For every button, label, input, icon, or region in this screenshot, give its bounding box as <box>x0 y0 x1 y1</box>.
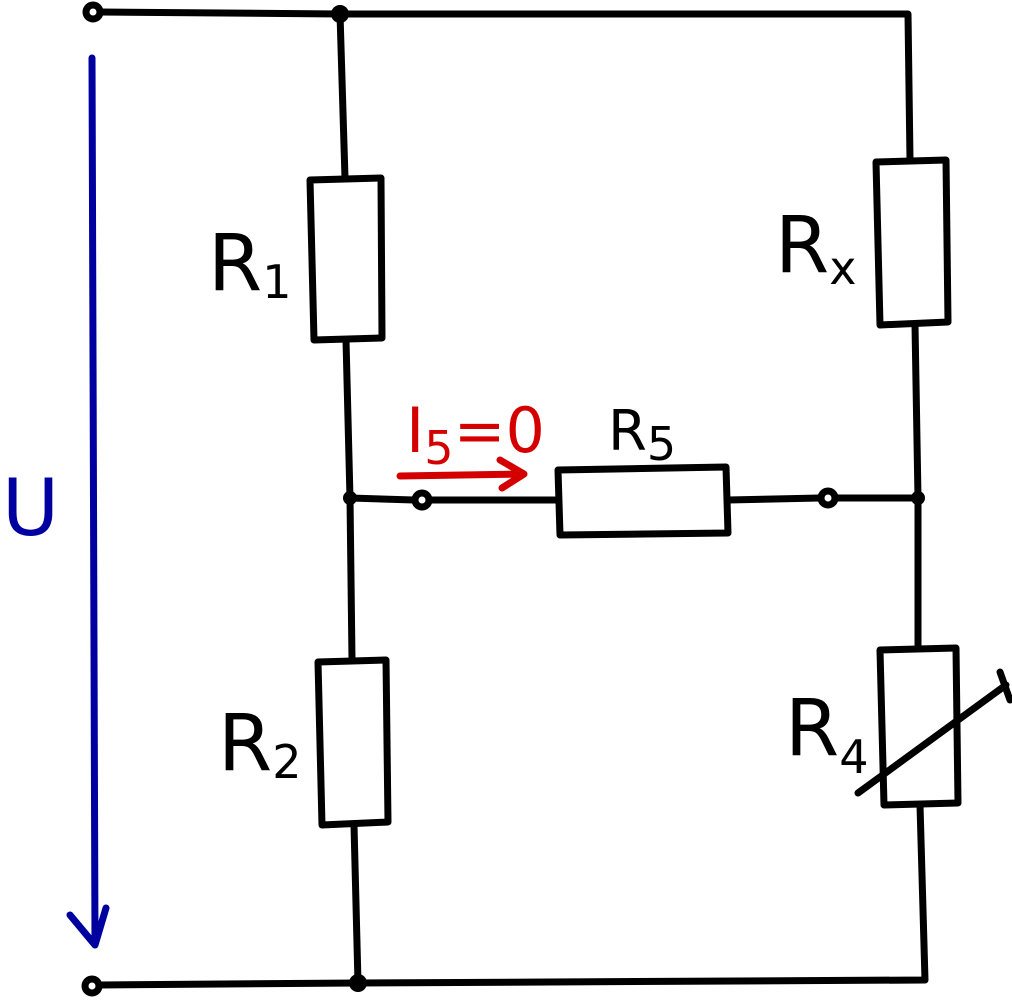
resistor-r4 <box>876 644 962 809</box>
voltage-label: U <box>2 464 59 554</box>
label-r2-main: R <box>218 699 272 789</box>
current-label-sub: 5 <box>424 421 453 475</box>
variable-resistor-arrow-icon <box>854 668 1012 797</box>
top-wire <box>96 8 914 164</box>
label-r4: R4 <box>785 684 868 784</box>
label-r2-sub: 2 <box>272 735 301 789</box>
label-r1-sub: 1 <box>262 255 291 309</box>
label-r5-main: R <box>608 399 647 464</box>
label-rx-sub: x <box>829 241 856 295</box>
current-label: I5=0 <box>406 394 545 475</box>
label-r4-sub: 4 <box>839 730 868 784</box>
right-wire-middle <box>911 321 922 652</box>
left-wire-upper <box>336 10 349 182</box>
terminal-bottom <box>81 975 103 997</box>
bridge-wire-left <box>346 494 418 504</box>
label-r2: R2 <box>218 699 301 789</box>
current-label-main: I <box>406 394 424 467</box>
junction-top <box>331 5 349 23</box>
voltage-arrow <box>66 54 110 949</box>
label-r5: R5 <box>608 399 676 471</box>
resistor-r5 <box>554 463 732 539</box>
label-r1: R1 <box>208 219 291 309</box>
current-arrow <box>396 456 528 492</box>
junction-right <box>911 491 925 505</box>
resistor-r1 <box>306 174 386 344</box>
bottom-wire <box>96 801 929 989</box>
resistor-r2 <box>314 656 392 829</box>
label-r1-main: R <box>208 219 262 309</box>
terminal-bridge-right <box>817 487 839 509</box>
label-rx: Rx <box>775 201 856 295</box>
left-wire-lower <box>350 821 362 987</box>
terminal-top <box>82 1 104 23</box>
current-label-rest: =0 <box>454 394 545 467</box>
resistor-rx <box>872 156 952 329</box>
bridge-wire-mid-right <box>724 494 824 504</box>
junction-bottom <box>349 974 367 992</box>
junction-left <box>343 491 357 505</box>
label-r5-sub: 5 <box>647 417 676 471</box>
label-rx-main: R <box>775 201 829 291</box>
label-r4-main: R <box>785 684 839 774</box>
terminal-bridge-left <box>411 489 433 511</box>
